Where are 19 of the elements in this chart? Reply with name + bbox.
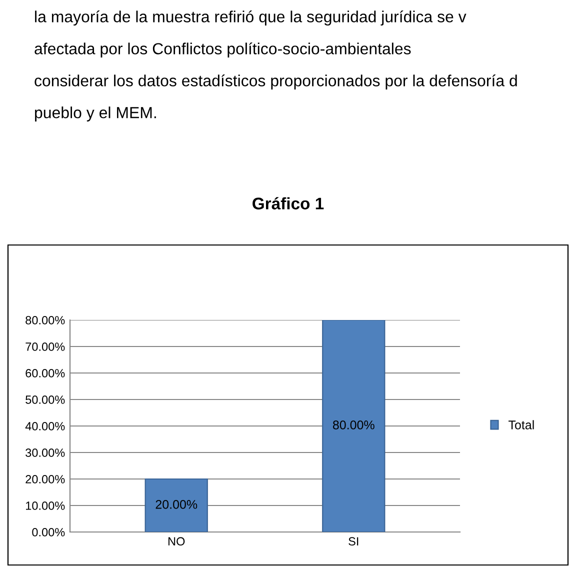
text: pueblo y el MEM.	[35, 106, 156, 122]
x-tick-label: NO	[168, 537, 185, 546]
y-tick-label: 0.00%	[32, 528, 65, 536]
data-label: 20.00%	[156, 500, 198, 509]
y-tick-label: 70.00%	[26, 342, 65, 351]
y-tick-label: 30.00%	[26, 448, 65, 457]
x-tick-label: SI	[348, 537, 358, 546]
y-tick-label: 20.00%	[26, 475, 65, 484]
y-tick-label: 80.00%	[26, 316, 65, 324]
chart-title: Gráfico 1	[252, 197, 324, 210]
y-tick-label: 50.00%	[26, 396, 65, 404]
text: considerar los datos estadísticos proporcionados por la defensoría d	[34, 74, 517, 90]
data-label: 80.00%	[332, 420, 374, 430]
text: afectada por los Conflictos político-socio-ambientales	[34, 42, 411, 58]
y-tick-label: 10.00%	[26, 502, 65, 510]
text: la mayoría de la muestra refirió que la seguridad jurídica se v	[35, 10, 466, 26]
y-tick-label: 40.00%	[25, 422, 65, 430]
legend-label: Total	[508, 420, 534, 430]
y-tick-label: 60.00%	[26, 369, 65, 378]
